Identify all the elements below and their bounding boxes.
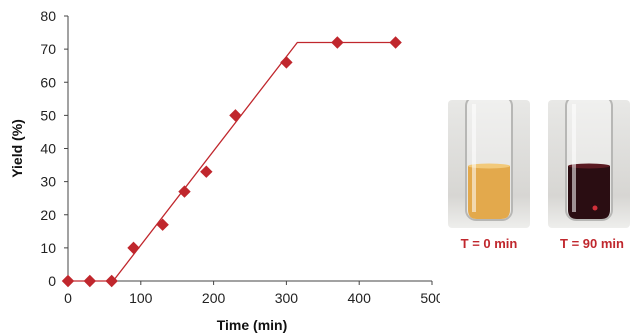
- x-tick-label: 0: [64, 290, 72, 306]
- y-tick-label: 0: [48, 273, 56, 289]
- x-tick-label: 500: [420, 290, 440, 306]
- x-tick-label: 100: [129, 290, 153, 306]
- x-tick-label: 200: [202, 290, 226, 306]
- liquid: [568, 166, 610, 219]
- y-tick-label: 40: [40, 141, 56, 157]
- x-tick-label: 400: [348, 290, 372, 306]
- data-point: [229, 109, 242, 122]
- vial-illustration: [448, 100, 530, 228]
- chart-ticks: 0 10 20 30 40 50 60 70 80 0 100 200 300 400 500: [40, 8, 440, 306]
- x-tick-label: 300: [275, 290, 299, 306]
- vial-illustration: [548, 100, 630, 228]
- glass-shine: [572, 104, 576, 212]
- data-point: [331, 36, 344, 49]
- fit-line: [68, 41, 396, 282]
- vial-caption-t90: T = 90 min: [560, 236, 624, 251]
- x-axis-title: Time (min): [217, 317, 288, 333]
- data-point: [200, 165, 213, 178]
- glass-shine: [472, 104, 476, 212]
- data-point: [127, 241, 140, 255]
- data-point: [105, 274, 118, 288]
- y-tick-label: 30: [40, 174, 56, 190]
- data-point: [178, 185, 191, 198]
- data-points: [61, 36, 402, 288]
- y-tick-label: 80: [40, 8, 56, 24]
- meniscus: [568, 163, 610, 169]
- data-point: [389, 36, 402, 49]
- vial-photo-t90: [548, 100, 630, 228]
- y-tick-label: 20: [40, 207, 56, 223]
- y-tick-label: 50: [40, 107, 56, 123]
- data-point: [83, 274, 97, 288]
- y-axis-title: Yield (%): [9, 119, 25, 178]
- meniscus: [468, 163, 510, 169]
- y-tick-label: 60: [40, 74, 56, 90]
- y-tick-label: 70: [40, 41, 56, 57]
- data-point: [280, 56, 293, 69]
- y-tick-label: 10: [40, 240, 56, 256]
- data-point: [61, 274, 75, 288]
- data-point: [156, 218, 169, 231]
- stir-bar-reflection: [592, 205, 598, 211]
- liquid: [468, 166, 510, 219]
- vial-photo-t0: [448, 100, 530, 228]
- yield-chart: 0 10 20 30 40 50 60 70 80 0 100 200 300 400 500 Time (…: [9, 8, 440, 333]
- chart-axes: [67, 16, 432, 282]
- vial-caption-t0: T = 0 min: [460, 236, 518, 251]
